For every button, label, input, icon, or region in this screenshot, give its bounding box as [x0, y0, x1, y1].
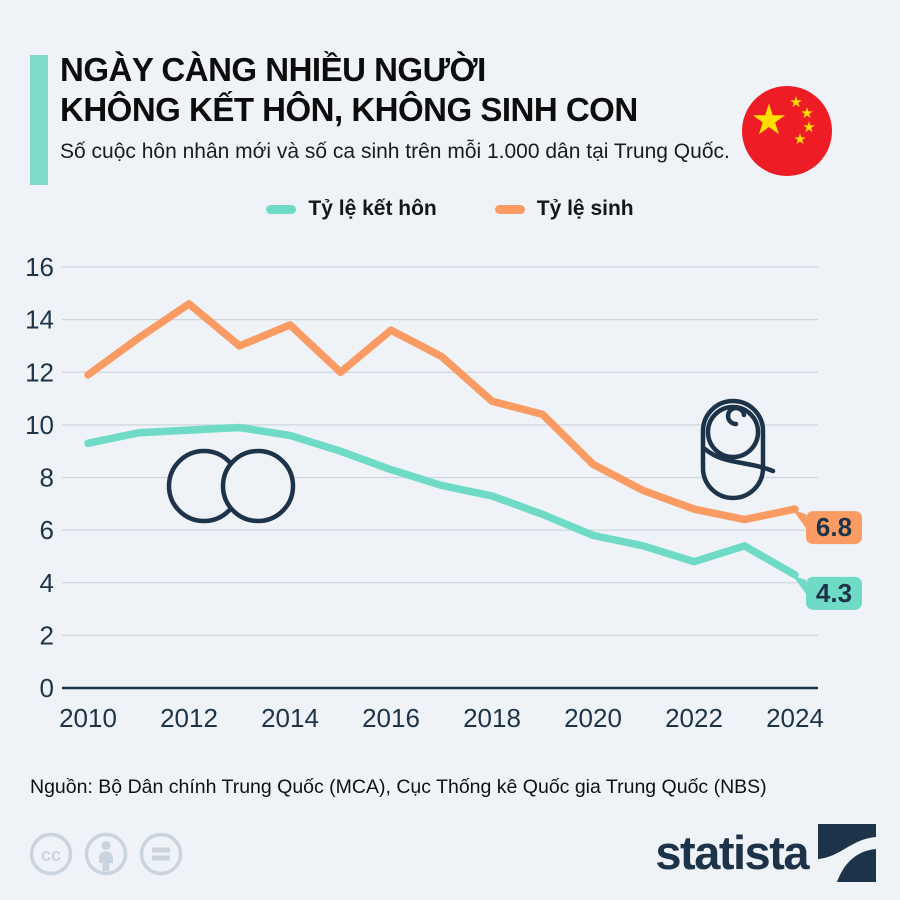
china-flag-icon: ★ ★ ★ ★ ★: [742, 86, 832, 176]
x-axis-tick-label: 2010: [59, 703, 117, 733]
value-badge-label: 6.8: [816, 512, 852, 542]
y-axis-tick-label: 0: [40, 673, 54, 703]
value-badge-label: 4.3: [816, 578, 852, 608]
series-line-marriage-rate: [84, 423, 799, 579]
y-axis-tick-label: 10: [25, 410, 54, 440]
y-axis-tick-label: 6: [40, 515, 54, 545]
x-axis-tick-label: 2022: [665, 703, 723, 733]
y-axis-tick-label: 16: [25, 252, 54, 282]
legend-label: Tỷ lệ sinh: [536, 197, 634, 220]
x-axis-tick-label: 2024: [766, 703, 824, 733]
chart-legend: Tỷ lệ kết hôn Tỷ lệ sinh: [0, 197, 900, 221]
statista-wordmark: statista: [655, 826, 809, 879]
y-axis-tick-label: 14: [25, 305, 54, 335]
legend-item-marriage-rate: Tỷ lệ kết hôn: [266, 197, 437, 221]
wedding-rings-icon: [166, 448, 296, 524]
baby-icon: [700, 398, 776, 501]
statista-logo-icon: [818, 824, 876, 882]
title-accent-bar: [30, 55, 48, 185]
gridlines-and-axes: 0 2 4 6 8 10 12 14 16 2010 2012 2014 2016 2018 2020 202…: [25, 252, 824, 733]
y-axis-tick-label: 8: [40, 463, 54, 493]
page-title-line2: KHÔNG KẾT HÔN, KHÔNG SINH CON: [60, 91, 638, 128]
value-badge: 6.8: [793, 510, 862, 545]
line-chart: 0 2 4 6 8 10 12 14 16 2010 2012 2014 2016 2018 2020 202…: [25, 252, 862, 733]
source-note: Nguồn: Bộ Dân chính Trung Quốc (MCA), Cụ…: [30, 776, 767, 798]
chart-annotation-icons: [166, 398, 776, 524]
birth-rate-swatch: [494, 204, 525, 214]
y-axis-tick-label: 12: [25, 357, 54, 387]
attribution-icon: [84, 832, 128, 876]
y-axis-tick-label: 4: [40, 568, 54, 598]
x-axis-tick-label: 2020: [564, 703, 622, 733]
series-line-birth-rate: [84, 300, 799, 524]
legend-item-birth-rate: Tỷ lệ sinh: [494, 197, 634, 221]
y-axis-tick-label: 2: [40, 620, 54, 650]
svg-text:★: ★: [800, 105, 813, 122]
header: NGÀY CÀNG NHIỀU NGƯỜI KHÔNG KẾT HÔN, KHÔ…: [60, 50, 760, 165]
data-series-lines: [84, 300, 799, 579]
page-title-line1: NGÀY CÀNG NHIỀU NGƯỜI: [60, 51, 486, 88]
license-icons: cc: [28, 831, 184, 877]
value-badge: 4.3: [793, 575, 862, 610]
x-axis-tick-label: 2014: [261, 703, 319, 733]
svg-text:cc: cc: [41, 845, 61, 865]
equals-icon: [139, 832, 183, 876]
statista-logo: statista: [655, 824, 876, 882]
svg-text:★: ★: [789, 94, 802, 111]
page-subtitle: Số cuộc hôn nhân mới và số ca sinh trên …: [60, 140, 730, 163]
cc-icon: cc: [29, 832, 73, 876]
svg-text:★: ★: [750, 96, 788, 143]
marriage-rate-swatch: [266, 204, 297, 214]
legend-label: Tỷ lệ kết hôn: [308, 197, 437, 220]
end-value-badges: 4.3 6.8: [793, 510, 862, 610]
svg-text:★: ★: [802, 119, 815, 136]
svg-text:★: ★: [793, 131, 806, 148]
x-axis-tick-label: 2012: [160, 703, 218, 733]
x-axis-tick-label: 2018: [463, 703, 521, 733]
x-axis-tick-label: 2016: [362, 703, 420, 733]
